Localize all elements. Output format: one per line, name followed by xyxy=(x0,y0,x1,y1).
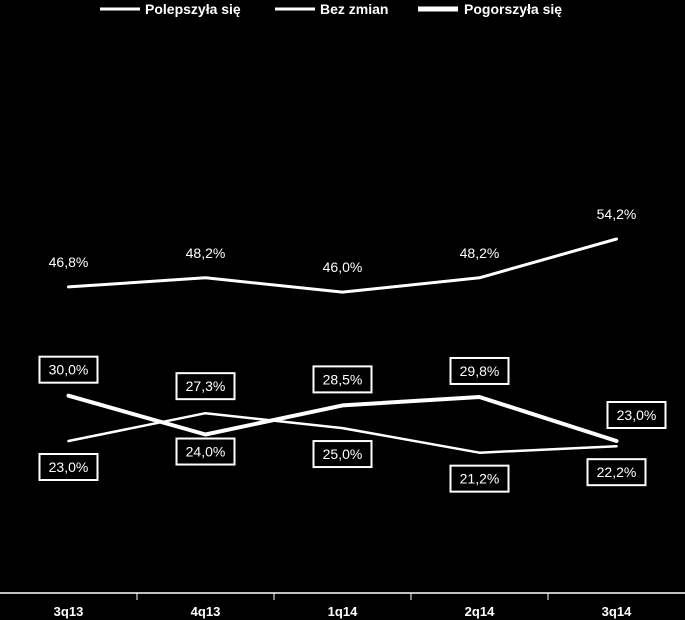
data-label-box xyxy=(586,458,647,487)
data-label-box xyxy=(38,453,99,481)
legend: Polepszyła się Bez zmian Pogorszyła się xyxy=(100,1,562,17)
legend-label-1: Bez zmian xyxy=(320,1,388,17)
data-label-pogorszyla-4: 23,0% xyxy=(606,401,667,429)
legend-label-2: Pogorszyła się xyxy=(464,1,562,17)
x-tick-label: 3q14 xyxy=(602,604,632,619)
data-label-pogorszyla-3: 29,8% xyxy=(449,356,510,385)
data-label-polepszyla-3: 21,2% xyxy=(449,464,510,493)
data-label-text: 24,0% xyxy=(186,444,226,460)
data-label-text: 21,2% xyxy=(460,471,500,487)
data-label-text: 27,3% xyxy=(186,378,226,394)
data-label-polepszyla-1: 27,3% xyxy=(175,372,236,401)
data-label-box xyxy=(312,440,373,469)
data-label-text: 23,0% xyxy=(49,459,89,475)
data-label-polepszyla-2: 25,0% xyxy=(312,440,373,469)
data-labels: 23,0% 27,3% 25,0% 21,2% 22,2% 46,8% 48,2% 46,0%… xyxy=(38,206,667,493)
data-label-text: 25,0% xyxy=(323,446,363,462)
data-label-box xyxy=(449,464,510,493)
data-label-bez-zmian-2: 46,0% xyxy=(323,259,363,275)
data-label-pogorszyla-2: 28,5% xyxy=(312,365,373,394)
data-label-box xyxy=(312,365,373,394)
data-label-pogorszyla-1: 24,0% xyxy=(175,437,236,466)
data-label-box xyxy=(449,356,510,385)
x-tick-label: 2q14 xyxy=(465,604,495,619)
x-tick-label: 1q14 xyxy=(328,604,358,619)
data-label-text: 23,0% xyxy=(617,407,657,423)
x-tick-label: 3q13 xyxy=(54,604,84,619)
x-tick-label: 4q13 xyxy=(191,604,221,619)
data-label-text: 22,2% xyxy=(597,464,637,480)
data-label-bez-zmian-4: 54,2% xyxy=(597,206,637,222)
data-label-text: 29,8% xyxy=(460,363,500,379)
data-label-polepszyla-4: 22,2% xyxy=(586,458,647,487)
data-label-bez-zmian-0: 46,8% xyxy=(49,254,89,270)
legend-label-0: Polepszyła się xyxy=(145,1,241,17)
data-label-box xyxy=(606,401,667,429)
data-label-bez-zmian-1: 48,2% xyxy=(186,245,226,261)
series-line-2 xyxy=(66,393,619,443)
data-label-text: 28,5% xyxy=(323,371,363,387)
data-label-pogorszyla-0: 30,0% xyxy=(38,355,99,384)
data-label-polepszyla-0: 23,0% xyxy=(38,453,99,481)
series-lines xyxy=(66,237,619,454)
data-label-box xyxy=(175,372,236,401)
x-axis: 3q13 4q13 1q14 2q14 3q14 xyxy=(0,592,685,619)
data-label-box xyxy=(175,437,236,466)
data-label-bez-zmian-3: 48,2% xyxy=(460,245,500,261)
data-label-box xyxy=(38,355,99,384)
data-label-text: 30,0% xyxy=(49,362,89,378)
